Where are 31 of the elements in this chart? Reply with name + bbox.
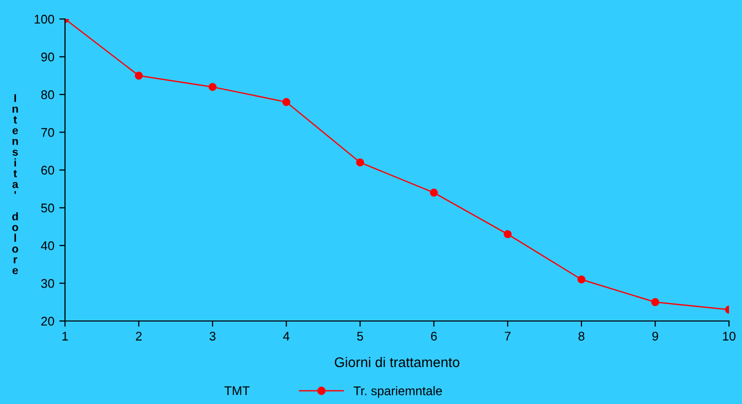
y-tick-label: 70 <box>41 128 54 137</box>
x-tick-label: 8 <box>578 332 584 341</box>
x-tick-label: 2 <box>136 332 142 340</box>
y-tick-label: 30 <box>41 279 54 288</box>
x-tick-label: 1 <box>62 332 68 340</box>
point <box>356 158 364 166</box>
y-tick-label: 50 <box>41 204 54 212</box>
point <box>134 72 143 80</box>
y-tick-label: 60 <box>41 166 54 175</box>
x-tick-label: 7 <box>504 332 511 340</box>
text: Intensita' dolore <box>12 94 18 274</box>
point <box>282 98 290 106</box>
point <box>651 298 660 306</box>
x-tick-label: 10 <box>723 332 736 341</box>
x-tick-label: 6 <box>431 332 437 341</box>
y-tick-label: 80 <box>41 90 54 100</box>
y-tick-label: 90 <box>41 52 54 62</box>
point <box>504 230 512 238</box>
x-axis-title: Giorni di trattamento <box>334 356 460 368</box>
y-tick-label: 20 <box>41 316 54 326</box>
point <box>208 82 217 91</box>
x-tick-label: 5 <box>357 332 364 341</box>
x-tick-label: 3 <box>210 332 216 341</box>
point <box>577 275 586 284</box>
point <box>430 188 438 197</box>
x-tick-label: 9 <box>652 332 658 341</box>
legend-title: TMT <box>224 386 250 395</box>
x-tick-label: 4 <box>283 332 290 340</box>
legend-label: Tr. spariemntale <box>354 386 442 398</box>
y-tick-label: 100 <box>34 14 54 24</box>
y-tick-label: 40 <box>40 241 54 250</box>
